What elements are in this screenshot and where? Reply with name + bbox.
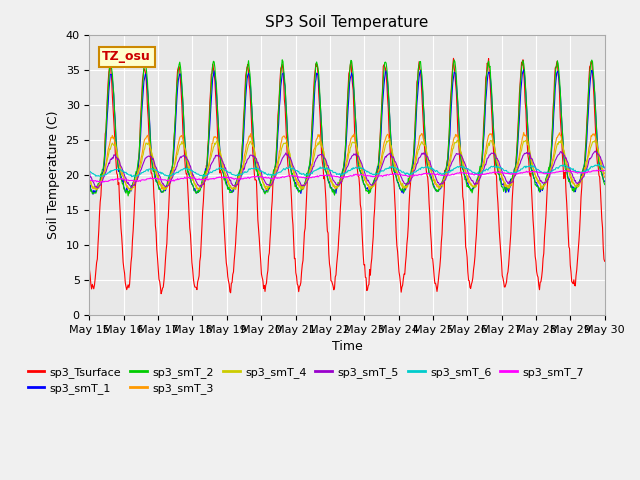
sp3_smT_1 [410,153,418,158]
Y-axis label: Soil Temperature (C): Soil Temperature (C) [47,111,60,240]
sp3_smT_6 [128,174,136,180]
sp3_smT_4 [601,170,609,176]
sp3_smT_1 [95,180,103,185]
Line: sp3_smT_2: sp3_smT_2 [90,60,605,196]
sp3_smT_6 [601,164,609,170]
sp3_smT_1 [89,192,97,197]
sp3_smT_2 [124,193,132,199]
sp3_smT_2 [601,182,609,188]
sp3_smT_1 [601,178,609,184]
sp3_smT_7 [148,176,156,181]
sp3_smT_7 [95,179,102,184]
sp3_smT_3 [410,162,418,168]
sp3_smT_1 [86,184,93,190]
sp3_Tsurface [450,56,458,61]
sp3_Tsurface [157,291,165,297]
Line: sp3_smT_1: sp3_smT_1 [90,70,605,194]
sp3_smT_4 [148,153,156,159]
sp3_smT_7 [228,176,236,181]
sp3_Tsurface [148,170,156,176]
sp3_smT_1 [201,171,209,177]
sp3_smT_4 [426,159,433,165]
sp3_smT_5 [201,177,209,182]
sp3_smT_7 [86,178,93,183]
sp3_smT_5 [591,148,599,154]
sp3_smT_4 [95,186,102,192]
sp3_smT_1 [426,171,433,177]
sp3_smT_1 [228,190,236,195]
Line: sp3_smT_3: sp3_smT_3 [90,132,605,190]
sp3_smT_6 [86,168,93,174]
Legend: sp3_Tsurface, sp3_smT_1, sp3_smT_2, sp3_smT_3, sp3_smT_4, sp3_smT_5, sp3_smT_6, : sp3_Tsurface, sp3_smT_1, sp3_smT_2, sp3_… [23,362,589,399]
sp3_smT_7 [410,173,418,179]
sp3_smT_3 [95,183,102,189]
sp3_Tsurface [201,175,209,180]
Line: sp3_smT_5: sp3_smT_5 [90,151,605,188]
sp3_smT_5 [426,158,433,164]
sp3_Tsurface [228,280,236,286]
sp3_smT_1 [520,67,527,72]
sp3_smT_7 [97,180,104,185]
sp3_Tsurface [86,267,93,273]
X-axis label: Time: Time [332,340,362,353]
sp3_smT_5 [86,168,93,174]
sp3_smT_6 [594,161,602,167]
sp3_smT_2 [228,189,236,194]
sp3_smT_3 [601,174,609,180]
sp3_smT_5 [95,182,103,188]
Line: sp3_smT_4: sp3_smT_4 [90,140,605,190]
sp3_smT_7 [600,167,608,173]
sp3_smT_5 [410,168,418,173]
sp3_smT_5 [601,165,609,171]
sp3_smT_6 [228,172,236,178]
Text: TZ_osu: TZ_osu [102,50,151,63]
sp3_smT_2 [411,132,419,138]
sp3_smT_3 [426,163,433,168]
sp3_smT_3 [200,175,208,180]
sp3_smT_2 [95,180,102,186]
sp3_smT_6 [426,166,433,171]
sp3_smT_6 [95,173,102,179]
sp3_smT_3 [520,130,527,135]
sp3_smT_1 [148,162,156,168]
sp3_smT_2 [86,184,93,190]
sp3_smT_7 [601,168,609,173]
sp3_smT_5 [228,181,236,187]
sp3_smT_4 [454,137,461,143]
sp3_smT_7 [426,171,433,177]
sp3_smT_4 [201,177,209,183]
sp3_smT_4 [86,177,93,182]
Line: sp3_smT_6: sp3_smT_6 [90,164,605,177]
sp3_smT_4 [128,187,136,193]
sp3_smT_3 [263,187,271,193]
Title: SP3 Soil Temperature: SP3 Soil Temperature [266,15,429,30]
sp3_smT_5 [93,185,101,191]
sp3_Tsurface [410,144,418,150]
sp3_Tsurface [95,228,102,234]
sp3_smT_4 [228,185,236,191]
sp3_smT_2 [426,173,434,179]
sp3_smT_3 [227,185,235,191]
sp3_smT_6 [148,166,156,172]
sp3_smT_2 [201,169,209,175]
sp3_smT_6 [410,169,418,175]
sp3_Tsurface [601,258,609,264]
Line: sp3_smT_7: sp3_smT_7 [90,170,605,182]
sp3_smT_6 [201,173,209,179]
sp3_smT_7 [201,177,209,182]
sp3_smT_3 [86,177,93,183]
sp3_smT_5 [148,157,156,163]
Line: sp3_Tsurface: sp3_Tsurface [90,59,605,294]
sp3_Tsurface [426,201,433,206]
sp3_smT_2 [148,165,156,170]
sp3_smT_3 [148,151,156,156]
sp3_smT_4 [410,164,418,170]
sp3_smT_2 [278,57,286,63]
